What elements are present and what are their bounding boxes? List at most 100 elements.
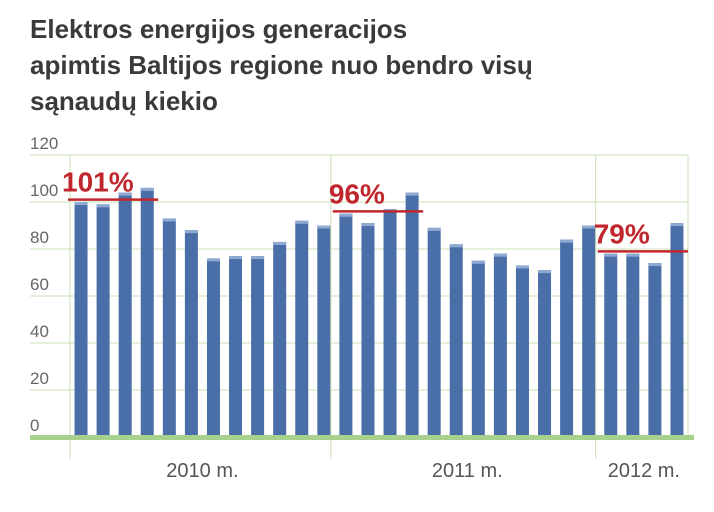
- bar-cap: [229, 256, 243, 260]
- bar: [471, 260, 485, 437]
- bar-group: [251, 256, 265, 437]
- bar-cap: [339, 213, 353, 217]
- bar: [604, 253, 618, 437]
- bar-cap: [317, 225, 331, 229]
- y-tick-label: 0: [30, 416, 39, 435]
- bar: [96, 204, 110, 437]
- bar-group: [206, 258, 220, 437]
- bar-group: [670, 223, 684, 437]
- bar-cap: [582, 225, 596, 229]
- chart-title: sąnaudų kiekio: [30, 86, 218, 116]
- bar-group: [604, 253, 618, 437]
- annotation-label: 79%: [594, 218, 650, 249]
- bar-cap: [471, 260, 485, 264]
- bar-group: [184, 230, 198, 437]
- bar-group: [118, 192, 132, 437]
- bar-group: [74, 202, 88, 437]
- bar: [339, 213, 353, 437]
- bar: [162, 218, 176, 437]
- bar-cap: [140, 187, 154, 191]
- bar-group: [648, 263, 662, 437]
- bar: [626, 253, 640, 437]
- bar: [670, 223, 684, 437]
- bar-group: [560, 239, 574, 437]
- x-group-label: 2012 m.: [608, 460, 680, 482]
- bar: [493, 253, 507, 437]
- baseline: [30, 435, 694, 440]
- bar-cap: [515, 265, 529, 269]
- bar-group: [471, 260, 485, 437]
- bar-group: [140, 187, 154, 437]
- bar-group: [317, 225, 331, 437]
- bar-cap: [118, 192, 132, 196]
- bar: [74, 202, 88, 437]
- bar-cap: [405, 192, 419, 196]
- bar: [295, 220, 309, 437]
- bar-group: [96, 204, 110, 437]
- bar-group: [449, 244, 463, 437]
- bar: [140, 187, 154, 437]
- bar-group: [229, 256, 243, 437]
- annotation-label: 96%: [329, 178, 385, 209]
- bar-cap: [648, 263, 662, 267]
- bar-cap: [560, 239, 574, 243]
- bar-cap: [604, 253, 618, 257]
- bar-cap: [361, 223, 375, 227]
- chart-title: apimtis Baltijos regione nuo bendro visų: [30, 50, 533, 80]
- y-tick-label: 20: [30, 369, 49, 388]
- bar-cap: [162, 218, 176, 222]
- bar-group: [295, 220, 309, 437]
- bar: [560, 239, 574, 437]
- bar-group: [515, 265, 529, 437]
- bar: [515, 265, 529, 437]
- chart-title: Elektros energijos generacijos: [30, 14, 407, 44]
- bar-cap: [206, 258, 220, 262]
- bar-group: [383, 209, 397, 437]
- y-tick-label: 100: [30, 181, 58, 200]
- bar-group: [538, 270, 552, 437]
- bar: [361, 223, 375, 437]
- bar: [405, 192, 419, 437]
- bar: [538, 270, 552, 437]
- bar-group: [582, 225, 596, 437]
- bar: [317, 225, 331, 437]
- bar: [383, 209, 397, 437]
- y-tick-label: 60: [30, 275, 49, 294]
- bar-cap: [74, 202, 88, 205]
- bar-cap: [427, 227, 441, 231]
- bar: [251, 256, 265, 437]
- bar-cap: [96, 204, 110, 208]
- annotation-label: 101%: [62, 167, 134, 198]
- y-tick-label: 120: [30, 134, 58, 153]
- y-tick-label: 80: [30, 228, 49, 247]
- bar-group: [273, 241, 287, 437]
- bar-group: [427, 227, 441, 437]
- bar-cap: [184, 230, 198, 234]
- bar: [206, 258, 220, 437]
- bar: [648, 263, 662, 437]
- bar-group: [626, 253, 640, 437]
- bar-cap: [273, 241, 287, 245]
- bar-group: [493, 253, 507, 437]
- x-group-label: 2011 m.: [432, 460, 503, 482]
- bar: [118, 192, 132, 437]
- bar-group: [162, 218, 176, 437]
- bar-cap: [295, 220, 309, 224]
- bar: [273, 241, 287, 437]
- bar: [582, 225, 596, 437]
- bar: [449, 244, 463, 437]
- y-tick-label: 40: [30, 322, 49, 341]
- x-group-label: 2010 m.: [166, 460, 238, 482]
- bar: [229, 256, 243, 437]
- bar-cap: [449, 244, 463, 248]
- bar-cap: [538, 270, 552, 274]
- bar-group: [339, 213, 353, 437]
- bar: [427, 227, 441, 437]
- bar-group: [405, 192, 419, 437]
- bar-cap: [493, 253, 507, 257]
- bar-cap: [626, 253, 640, 257]
- bar-cap: [251, 256, 265, 260]
- bar-cap: [670, 223, 684, 227]
- bar-group: [361, 223, 375, 437]
